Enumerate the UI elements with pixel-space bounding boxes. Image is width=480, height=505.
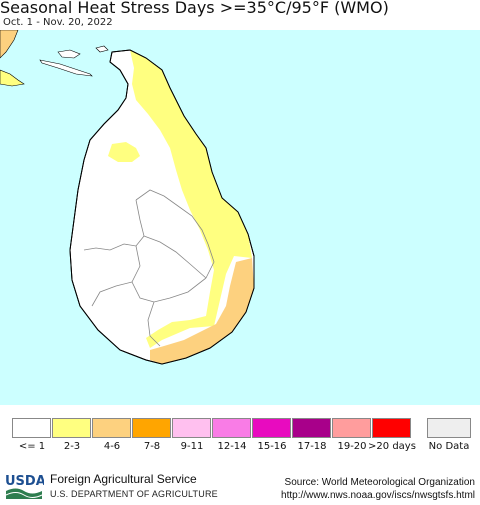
legend-label: 17-18	[297, 441, 327, 452]
legend-label: <= 1	[18, 441, 46, 452]
legend-label: 19-20	[337, 441, 367, 452]
zone-4-6-southeast	[150, 258, 254, 364]
zone-2-3-east	[130, 50, 252, 348]
legend-swatch	[252, 418, 291, 438]
footer: USDA Foreign Agricultural Service U.S. D…	[0, 465, 480, 505]
legend-swatch	[52, 418, 91, 438]
legend-swatch	[292, 418, 331, 438]
legend-label: >20 days	[368, 441, 416, 452]
adams-bridge-islands	[39, 59, 93, 77]
svg-text:USDA: USDA	[5, 474, 44, 489]
zone-2-3-interior	[108, 142, 140, 162]
heat-stress-map	[0, 30, 480, 405]
legend-label: 7-8	[143, 441, 161, 452]
date-range: Oct. 1 - Nov. 20, 2022	[3, 17, 113, 28]
legend-swatch-no-data	[427, 418, 471, 438]
source-text: Source: World Meteorological Organizatio…	[284, 477, 475, 488]
dept-name: U.S. DEPARTMENT OF AGRICULTURE	[50, 489, 218, 499]
legend-swatch	[372, 418, 411, 438]
legend-label: 4-6	[103, 441, 121, 452]
legend-swatch	[212, 418, 251, 438]
legend-swatch	[92, 418, 131, 438]
legend-label: 12-14	[217, 441, 247, 452]
usda-logo-icon: USDA	[5, 474, 44, 499]
india-coast-yellow	[0, 69, 25, 87]
legend-label: 15-16	[257, 441, 287, 452]
map-title: Seasonal Heat Stress Days >=35°C/95°F (W…	[0, 0, 389, 17]
legend: <= 1 2-3 4-6 7-8 9-11 12-14 15-16 17-18 …	[12, 418, 472, 458]
province-boundaries	[83, 189, 215, 347]
legend-swatch	[12, 418, 51, 438]
legend-label: 2-3	[63, 441, 81, 452]
island-small	[95, 45, 109, 53]
legend-swatch	[132, 418, 171, 438]
sri-lanka-outline	[69, 49, 255, 365]
legend-swatch	[172, 418, 211, 438]
jaffna-islands	[57, 49, 81, 59]
legend-swatch	[332, 418, 371, 438]
india-landmass	[0, 30, 19, 59]
legend-label-no-data: No Data	[428, 441, 470, 452]
source-url-link[interactable]: http://www.nws.noaa.gov/iscs/nwsgtsfs.ht…	[281, 490, 475, 501]
legend-label: 9-11	[180, 441, 204, 452]
org-name: Foreign Agricultural Service	[50, 472, 197, 486]
